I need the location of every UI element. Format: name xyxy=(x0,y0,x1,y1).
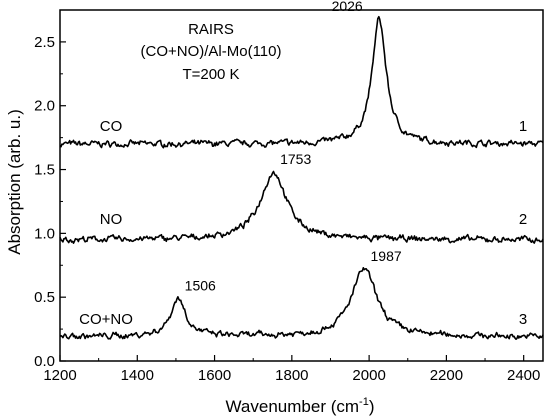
y-tick-label: 1.0 xyxy=(34,225,55,242)
y-tick-label: 2.5 xyxy=(34,34,55,51)
series-3-name: CO+NO xyxy=(79,311,133,328)
y-tick-label: 1.5 xyxy=(34,162,55,179)
y-tick-label: 2.0 xyxy=(34,98,55,115)
series-3-number: 3 xyxy=(519,311,527,328)
peak-label: 1506 xyxy=(185,277,216,293)
x-axis-label-main: Wavenumber (cm xyxy=(226,397,360,416)
series-layer: 2026 1753 1506 1987 xyxy=(59,0,544,340)
ticks-layer: 1200 1400 1600 1800 2000 2200 2400 0.0 0.5 1.0 1.5… xyxy=(34,34,540,384)
spectrum-line-1 xyxy=(59,15,544,149)
series-2-number: 2 xyxy=(519,211,527,228)
chart-title-line-3: T=200 K xyxy=(182,66,239,83)
series-2-name: NO xyxy=(100,211,123,228)
x-axis-label: Wavenumber (cm-1) xyxy=(226,396,375,416)
x-tick-label: 1800 xyxy=(275,367,308,384)
x-tick-label: 2000 xyxy=(352,367,385,384)
peak-label: 1753 xyxy=(280,151,311,167)
x-axis-label-end: ) xyxy=(369,397,375,416)
series-1-number: 1 xyxy=(519,118,527,135)
y-tick-label: 0.0 xyxy=(34,353,55,370)
y-axis-label: Absorption (arb. u.) xyxy=(5,109,24,255)
series-1-name: CO xyxy=(100,118,123,135)
x-tick-label: 1200 xyxy=(43,367,76,384)
plot-frame xyxy=(59,9,544,362)
x-tick-label: 1400 xyxy=(121,367,154,384)
x-tick-label: 2200 xyxy=(430,367,463,384)
y-tick-label: 0.5 xyxy=(34,289,55,306)
x-tick-label: 2400 xyxy=(507,367,540,384)
chart-title-line-2: (CO+NO)/Al-Mo(110) xyxy=(141,43,282,60)
chart-title-line-1: RAIRS xyxy=(188,21,234,38)
spectrum-line-2 xyxy=(59,170,544,244)
peak-label: 2026 xyxy=(332,0,363,14)
x-axis-label-sup: -1 xyxy=(359,396,369,408)
peak-label: 1987 xyxy=(371,248,402,264)
x-tick-label: 1600 xyxy=(198,367,231,384)
spectrum-line-3 xyxy=(59,267,544,340)
